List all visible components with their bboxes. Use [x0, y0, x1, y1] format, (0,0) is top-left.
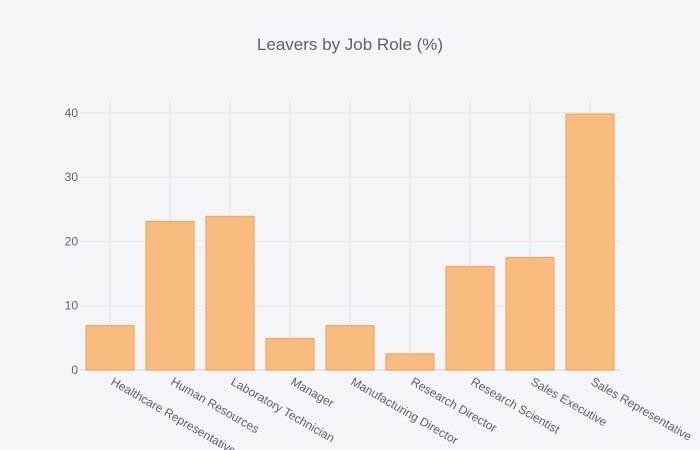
y-tick-label: 30 [65, 170, 79, 184]
bar[interactable] [325, 325, 375, 371]
y-tick-label: 20 [65, 234, 79, 248]
bar[interactable] [85, 325, 135, 371]
x-tick-label: Sales Representative [589, 374, 695, 443]
bar[interactable] [145, 220, 195, 371]
x-tick-label: Laboratory Technician [229, 374, 337, 445]
bar[interactable] [565, 113, 615, 371]
chart-title: Leavers by Job Role (%) [257, 35, 443, 54]
y-axis-ticks: 0 10 20 30 40 [65, 106, 79, 377]
bar[interactable] [385, 353, 435, 371]
y-tick-label: 10 [65, 299, 79, 313]
x-tick-label: Manufacturing Director [349, 374, 461, 447]
bar[interactable] [205, 215, 255, 371]
x-tick-label: Manager [289, 374, 337, 410]
bar[interactable] [445, 265, 495, 371]
bar[interactable] [505, 256, 555, 371]
bar-layer [85, 113, 615, 371]
bar[interactable] [265, 337, 315, 371]
y-tick-label: 0 [71, 363, 78, 377]
y-tick-label: 40 [65, 106, 79, 120]
